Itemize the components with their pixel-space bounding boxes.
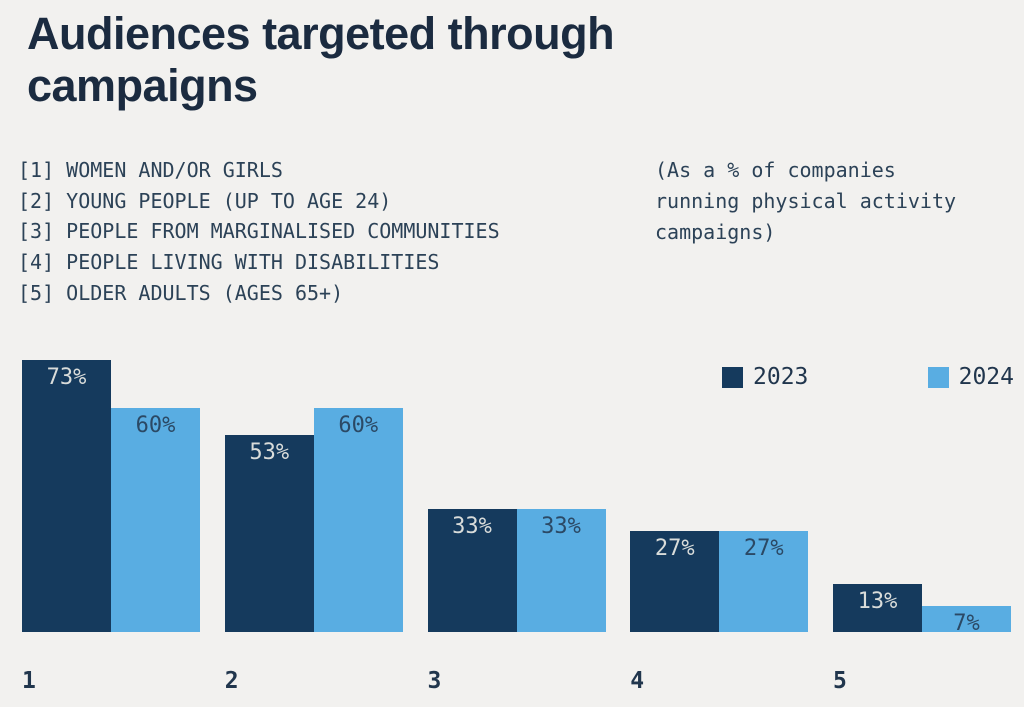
x-axis-label-5: 5 bbox=[833, 668, 847, 694]
audience-list-item: [5] OLDER ADULTS (AGES 65+) bbox=[18, 280, 344, 305]
bar-2023-cat2: 53% bbox=[224, 435, 314, 632]
bar-value-label: 7% bbox=[953, 611, 980, 636]
bar-group-1: 73% 60% bbox=[22, 360, 200, 632]
note-line: running physical activity bbox=[655, 189, 957, 213]
legend-swatch-2024 bbox=[927, 366, 949, 388]
bar-value-label: 53% bbox=[249, 440, 290, 465]
bar-value-label: 60% bbox=[338, 413, 379, 438]
bar-2024-cat1: 60% bbox=[111, 408, 200, 632]
bar-group-5: 13% 7% bbox=[833, 584, 1011, 636]
note-line: campaigns) bbox=[655, 220, 776, 244]
legend-label: 2023 bbox=[753, 364, 809, 390]
bar-chart: 73% 60% 53% 60% 33% 33% 27% 27% 13% 7% bbox=[22, 360, 1011, 636]
bar-2024-cat3: 33% bbox=[516, 509, 606, 632]
x-axis-label-4: 4 bbox=[630, 668, 645, 694]
bar-value-label: 27% bbox=[743, 536, 784, 561]
bar-group-4: 27% 27% bbox=[630, 531, 809, 632]
page-title: Audiences targeted through campaigns bbox=[27, 8, 615, 111]
bar-value-label: 33% bbox=[541, 514, 581, 539]
x-axis: 1 2 3 4 5 bbox=[22, 668, 1011, 694]
bar-value-label: 73% bbox=[46, 365, 87, 390]
audience-list-item: [2] YOUNG PEOPLE (UP TO AGE 24) bbox=[18, 188, 392, 213]
chart-subtitle-note: (As a % of companies running physical act… bbox=[655, 155, 995, 248]
audience-list: [1] WOMEN AND/OR GIRLS [2] YOUNG PEOPLE (… bbox=[18, 155, 500, 309]
legend-item-2023: 2023 bbox=[722, 364, 808, 390]
legend-item-2024: 2024 bbox=[927, 364, 1014, 390]
audience-list-item: [3] PEOPLE FROM MARGINALISED COMMUNITIES bbox=[18, 219, 500, 244]
bar-2023-cat5: 13% bbox=[833, 584, 922, 632]
x-axis-label-1: 1 bbox=[22, 668, 36, 694]
bar-group-2: 53% 60% bbox=[224, 408, 403, 632]
bar-group-3: 33% 33% bbox=[427, 509, 606, 632]
bar-value-label: 13% bbox=[857, 589, 898, 614]
bar-2024-cat2: 60% bbox=[313, 408, 403, 632]
bar-2023-cat4: 27% bbox=[630, 531, 720, 632]
bar-value-label: 60% bbox=[135, 413, 176, 438]
bar-2024-cat5: 7% bbox=[922, 606, 1011, 636]
x-axis-label-3: 3 bbox=[427, 668, 442, 694]
bar-2023-cat3: 33% bbox=[427, 509, 517, 632]
note-line: (As a % of companies bbox=[655, 158, 896, 182]
chart-legend: 2023 2024 bbox=[722, 364, 1014, 390]
bar-value-label: 33% bbox=[452, 514, 492, 539]
bar-2024-cat4: 27% bbox=[719, 531, 809, 632]
audience-list-item: [1] WOMEN AND/OR GIRLS bbox=[18, 158, 283, 182]
x-axis-label-2: 2 bbox=[224, 668, 239, 694]
legend-label: 2024 bbox=[958, 364, 1014, 390]
audience-list-item: [4] PEOPLE LIVING WITH DISABILITIES bbox=[18, 250, 440, 275]
bar-value-label: 27% bbox=[654, 536, 695, 561]
bar-2023-cat1: 73% bbox=[22, 360, 111, 632]
legend-swatch-2023 bbox=[722, 366, 743, 388]
